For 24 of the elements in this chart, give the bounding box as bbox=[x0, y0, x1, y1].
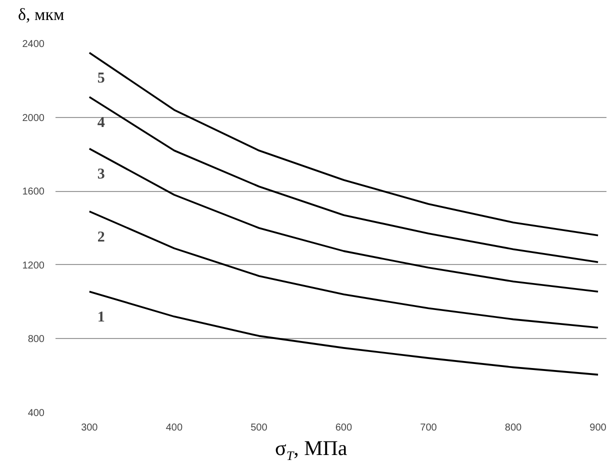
x-tick-label: 800 bbox=[504, 422, 522, 434]
x-tick-label: 900 bbox=[590, 422, 607, 434]
x-tick-label: 600 bbox=[335, 422, 352, 434]
y-tick-label: 800 bbox=[28, 334, 45, 346]
y-tick-label: 1200 bbox=[22, 260, 45, 272]
series-label: 4 bbox=[97, 115, 106, 132]
x-tick-label: 500 bbox=[250, 422, 268, 434]
y-tick-label: 2400 bbox=[22, 39, 45, 50]
y-tick-label: 400 bbox=[28, 408, 45, 419]
x-tick-label: 400 bbox=[166, 422, 183, 434]
line-series bbox=[88, 148, 599, 293]
series-label: 1 bbox=[97, 310, 105, 326]
x-tick-label: 300 bbox=[81, 422, 98, 434]
x-axis-title: σ$_{T}$, МПа bbox=[275, 435, 348, 466]
x-tick-label: 700 bbox=[420, 422, 438, 434]
y-tick-label: 2000 bbox=[22, 112, 45, 124]
line-series bbox=[88, 290, 599, 376]
line-series bbox=[88, 96, 599, 264]
series-label: 2 bbox=[97, 229, 105, 246]
series-label: 3 bbox=[97, 166, 105, 183]
y-tick-label: 1600 bbox=[22, 186, 45, 198]
y-axis-title: δ, мкм bbox=[18, 4, 64, 26]
line-series bbox=[88, 210, 599, 329]
series-label: 5 bbox=[97, 70, 105, 87]
